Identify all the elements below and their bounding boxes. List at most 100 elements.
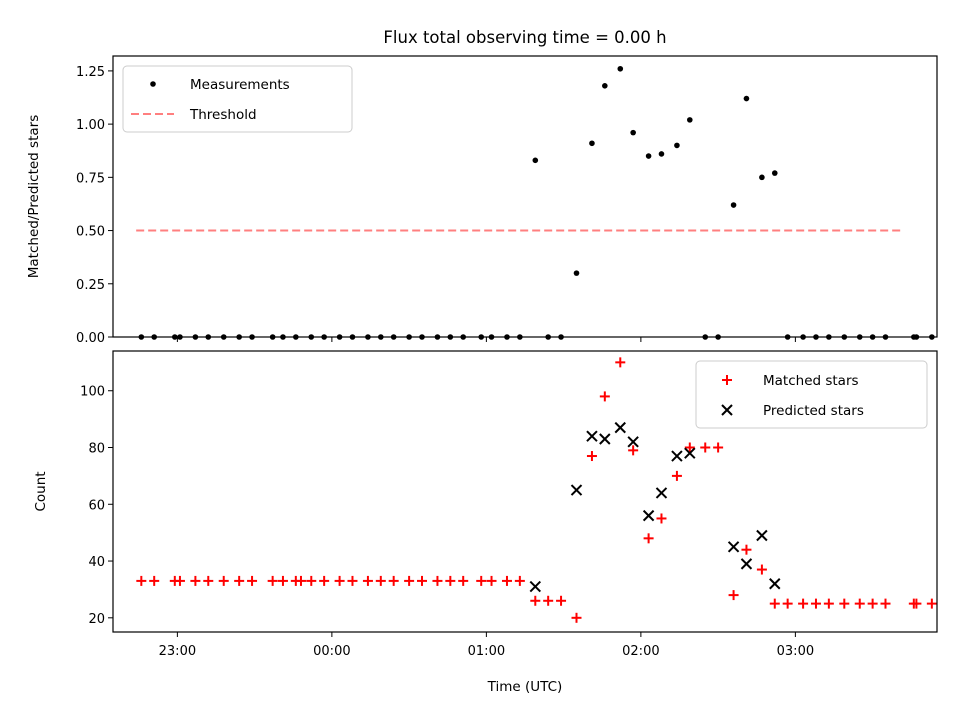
bottom-y-tick-label: 80 (88, 442, 105, 457)
matched-star-point (476, 575, 487, 586)
matched-star-point (556, 595, 567, 606)
top-panel: 0.00 0.25 0.50 0.75 1.00 1.25 Matched/Predicte… (26, 55, 938, 346)
cross-b (671, 450, 683, 462)
measurement-point (602, 83, 608, 89)
top-y-tick-label: 0.00 (76, 331, 105, 346)
matched-star-point (362, 575, 373, 586)
matched-star-point (306, 575, 317, 586)
measurement-point (645, 153, 652, 159)
matched-star-point (404, 575, 415, 586)
matched-star-point (756, 564, 767, 575)
measurement-point (687, 117, 693, 123)
cross-b (529, 580, 542, 593)
chart-title: Flux total observing time = 0.00 h (383, 28, 666, 47)
matched-star-point (700, 442, 711, 453)
matched-star-point (375, 575, 386, 586)
bottom-y-axis-label: Count (33, 471, 49, 511)
cross-b (570, 484, 583, 496)
matched-star-point (713, 442, 724, 453)
predicted-star-point (586, 430, 598, 442)
matched-star-point (319, 575, 330, 586)
matched-star-point (798, 598, 809, 609)
cross-b (684, 447, 696, 459)
measurement-point (532, 157, 539, 164)
matched-star-point (586, 451, 597, 462)
x-axis-label: Time (UTC) (487, 679, 563, 695)
top-plot-frame (112, 55, 938, 338)
legend-threshold-label: Threshold (189, 107, 257, 123)
bottom-legend: Matched stars Predicted stars (695, 360, 928, 429)
bottom-panel: 20 40 60 80 100 23:00 00:00 01:00 02:00 03:00 Coun… (33, 350, 938, 695)
measurement-point (730, 202, 737, 208)
cross-b (721, 404, 733, 416)
bottom-y-tick-label: 40 (88, 555, 105, 570)
matched-star-point (926, 598, 937, 609)
matched-star-point (684, 442, 695, 453)
matched-star-point (432, 575, 443, 586)
cross-b (655, 487, 668, 499)
predicted-star-point (642, 509, 655, 522)
top-y-axis-label: Matched/Predicted stars (26, 115, 42, 278)
predicted-star-point (740, 558, 753, 570)
predicted-star-point (671, 450, 683, 462)
bottom-x-tick-label: 01:00 (468, 644, 505, 659)
legend-predicted-marker (721, 404, 733, 416)
top-legend: Measurements Threshold (122, 65, 353, 133)
matched-star-point (267, 575, 278, 586)
matched-star-point (174, 575, 185, 586)
legend-predicted-label: Predicted stars (763, 403, 864, 419)
matched-star-point (136, 575, 147, 586)
predicted-star-point (627, 436, 639, 448)
matched-star-point (203, 575, 214, 586)
measurement-point (573, 270, 580, 276)
bottom-x-tick-label: 23:00 (159, 644, 196, 659)
matched-star-point (190, 575, 201, 586)
legend-measurement-marker (150, 81, 156, 87)
predicted-star-point (655, 487, 668, 499)
matched-star-point (839, 598, 850, 609)
matched-star-point (599, 391, 610, 402)
matched-star-point (854, 598, 865, 609)
predicted-star-point (756, 529, 768, 542)
matched-star-point (867, 598, 878, 609)
bottom-x-tick-label: 00:00 (313, 644, 350, 659)
bottom-legend-box (695, 360, 928, 429)
matched-star-point (247, 575, 258, 586)
matched-star-point (501, 575, 512, 586)
cross-b (756, 529, 768, 542)
bottom-y-tick-label: 60 (88, 498, 105, 513)
cross-b (642, 509, 655, 522)
matched-star-point (628, 445, 639, 456)
measurement-point (617, 65, 624, 72)
top-y-tick-label: 0.25 (76, 278, 105, 293)
predicted-star-point (529, 580, 542, 593)
top-legend-box (122, 65, 353, 133)
cross-b (727, 541, 740, 553)
measurement-point (759, 174, 765, 181)
cross-b (627, 436, 639, 448)
measurement-point (674, 142, 680, 149)
cross-b (614, 421, 626, 434)
matched-star-point (458, 575, 469, 586)
matched-star-point (741, 544, 752, 555)
matched-star-point (347, 575, 358, 586)
predicted-star-point (727, 541, 740, 553)
top-y-tick-label: 0.50 (76, 225, 105, 240)
matched-star-point (295, 575, 306, 586)
predicted-star-point (614, 421, 626, 434)
matched-star-point (149, 575, 160, 586)
measurement-point (771, 170, 778, 176)
measurement-point (589, 140, 595, 147)
bottom-plot-frame (112, 350, 938, 633)
measurement-point (658, 151, 665, 157)
matched-star-point (823, 598, 834, 609)
matched-star-point (486, 575, 497, 586)
matched-star-point (810, 598, 821, 609)
matched-star-point (880, 598, 891, 609)
predicted-star-point (570, 484, 583, 496)
cross-b (586, 430, 598, 442)
top-y-tick-label: 0.75 (76, 171, 105, 186)
matched-star-point (656, 513, 667, 524)
